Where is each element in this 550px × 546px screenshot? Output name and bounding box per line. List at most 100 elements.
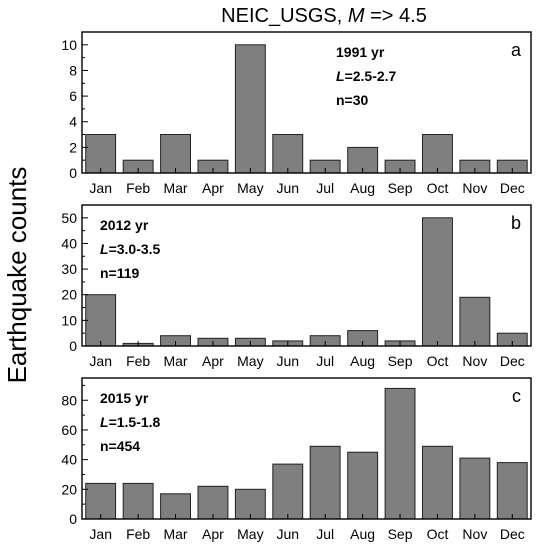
x-tick-label-b-jul: Jul (316, 353, 334, 369)
bar-c-jan (85, 482, 117, 520)
bar-a-mar (160, 134, 192, 174)
y-tick-label-a-10: 10 (61, 37, 77, 53)
x-tick-label-b-oct: Oct (427, 353, 449, 369)
annotation-l-range-c: L=1.5-1.8 (100, 414, 161, 430)
y-tick-label-c-40: 40 (61, 452, 77, 468)
bar-c-sep (384, 387, 416, 520)
x-tick-label-b-jun: Jun (277, 353, 300, 369)
x-tick-label-a-feb: Feb (126, 180, 150, 196)
y-tick-label-b-0: 0 (69, 338, 77, 354)
y-tick-label-c-80: 80 (61, 392, 77, 408)
x-tick-label-c-sep: Sep (388, 526, 413, 542)
x-tick-label-a-aug: Aug (350, 180, 375, 196)
x-tick-label-b-aug: Aug (350, 353, 375, 369)
figure-title-magnitude-symbol: M (348, 5, 365, 27)
x-tick-label-a-apr: Apr (202, 180, 224, 196)
y-axis-label: Earthquake counts (2, 167, 32, 384)
plot-frame-a (81, 31, 532, 174)
y-tick-label-b-10: 10 (61, 312, 77, 328)
y-tick-label-b-30: 30 (61, 261, 77, 277)
plot-frame-b (81, 204, 532, 347)
l-shell-symbol: L (336, 68, 345, 84)
x-tick-label-b-sep: Sep (388, 353, 413, 369)
panel-b: Jan Feb Mar Apr May Jun Jul Aug Sep Oct Nov Dec 0 10 2… (61, 204, 532, 369)
bar-c-dec (496, 462, 528, 520)
x-tick-label-b-feb: Feb (126, 353, 150, 369)
bar-a-may (234, 44, 266, 174)
l-shell-range: =1.5-1.8 (109, 414, 161, 430)
x-tick-label-a-oct: Oct (427, 180, 449, 196)
x-tick-label-a-jul: Jul (316, 180, 334, 196)
x-tick-label-a-dec: Dec (500, 180, 525, 196)
y-tick-label-a-4: 4 (69, 114, 77, 130)
x-tick-label-a-jan: Jan (89, 180, 112, 196)
x-tick-label-a-may: May (237, 180, 263, 196)
y-tick-label-b-40: 40 (61, 235, 77, 251)
figure-title-prefix: NEIC_USGS, (221, 5, 348, 27)
bar-a-jun (272, 134, 304, 174)
plot-frame-c (81, 377, 532, 520)
x-tick-label-a-sep: Sep (388, 180, 413, 196)
bar-a-jan (85, 134, 117, 174)
y-tick-label-a-8: 8 (69, 62, 77, 78)
annotation-year-b: 2012 yr (100, 217, 149, 233)
bar-c-apr (197, 485, 229, 520)
bar-b-jan (85, 294, 117, 347)
annotation-count-b: n=119 (100, 265, 140, 281)
y-tick-label-a-2: 2 (69, 139, 77, 155)
x-tick-label-c-oct: Oct (427, 526, 449, 542)
x-tick-label-b-may: May (237, 353, 263, 369)
bar-c-aug (347, 451, 379, 520)
l-shell-range: =2.5-2.7 (345, 68, 397, 84)
x-tick-label-b-mar: Mar (163, 353, 187, 369)
x-tick-label-c-dec: Dec (500, 526, 525, 542)
bar-c-jun (272, 463, 304, 520)
figure-title-suffix: => 4.5 (365, 5, 427, 27)
bar-c-jul (309, 445, 341, 520)
y-tick-label-b-20: 20 (61, 287, 77, 303)
bar-a-oct (422, 134, 453, 174)
panel-a: Jan Feb Mar Apr May Jun Jul Aug Sep Oct Nov Dec 0 2 4 6… (61, 31, 532, 196)
panel-letter-c: c (512, 386, 521, 406)
annotation-count-a: n=30 (336, 92, 369, 108)
figure-title: NEIC_USGS, M => 4.5 (221, 5, 427, 27)
x-tick-label-a-jun: Jun (277, 180, 300, 196)
x-tick-label-c-jan: Jan (89, 526, 112, 542)
x-tick-label-c-nov: Nov (462, 526, 487, 542)
bar-b-oct (422, 217, 453, 347)
chart-panels: Jan Feb Mar Apr May Jun Jul Aug Sep Oct Nov Dec 0 2 4 6… (61, 31, 532, 542)
x-tick-label-c-aug: Aug (350, 526, 375, 542)
bar-c-nov (459, 457, 491, 520)
x-tick-label-c-feb: Feb (126, 526, 150, 542)
annotation-count-c: n=454 (100, 438, 140, 454)
annotation-l-range-a: L=2.5-2.7 (336, 68, 397, 84)
x-tick-label-b-nov: Nov (462, 353, 487, 369)
panel-letter-b: b (511, 213, 521, 233)
x-tick-label-b-jan: Jan (89, 353, 112, 369)
x-tick-label-c-jul: Jul (316, 526, 334, 542)
l-shell-symbol: L (100, 414, 109, 430)
x-tick-label-c-may: May (237, 526, 263, 542)
annotation-year-a: 1991 yr (336, 44, 385, 60)
annotation-year-c: 2015 yr (100, 390, 149, 406)
x-tick-label-c-mar: Mar (163, 526, 187, 542)
l-shell-range: =3.0-3.5 (109, 241, 161, 257)
annotation-l-range-b: L=3.0-3.5 (100, 241, 161, 257)
y-tick-label-c-0: 0 (69, 511, 77, 527)
bar-c-feb (122, 482, 154, 520)
x-tick-label-a-mar: Mar (163, 180, 187, 196)
y-tick-label-c-20: 20 (61, 481, 77, 497)
l-shell-symbol: L (100, 241, 109, 257)
panel-letter-a: a (511, 40, 522, 60)
bar-c-oct (422, 445, 453, 520)
x-tick-label-c-apr: Apr (202, 526, 224, 542)
panel-c: Jan Feb Mar Apr May Jun Jul Aug Sep Oct Nov Dec 0 20 4… (61, 377, 532, 542)
y-tick-label-a-0: 0 (69, 165, 77, 181)
y-tick-label-b-50: 50 (61, 210, 77, 226)
x-tick-label-c-jun: Jun (277, 526, 300, 542)
bar-b-nov (459, 296, 491, 347)
x-tick-label-b-dec: Dec (500, 353, 525, 369)
y-tick-label-c-60: 60 (61, 422, 77, 438)
x-tick-label-a-nov: Nov (462, 180, 487, 196)
